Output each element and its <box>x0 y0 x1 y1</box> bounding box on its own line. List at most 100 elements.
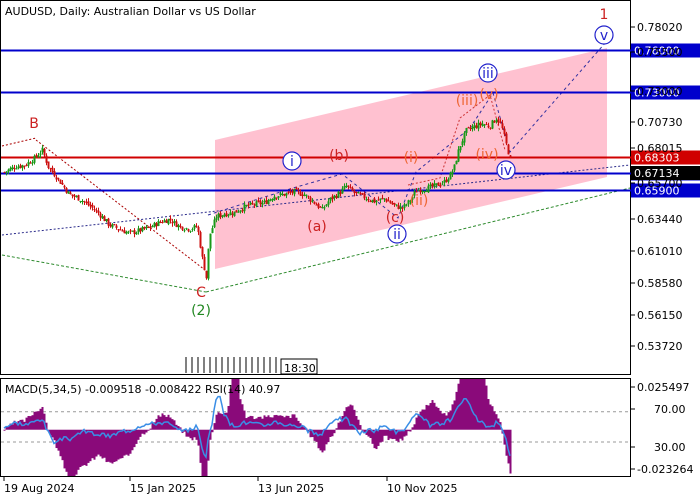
macd-bar <box>161 413 164 430</box>
candle-body <box>333 195 336 198</box>
candle-body <box>317 203 320 208</box>
wave-label-(c): (c) <box>386 210 405 226</box>
macd-bar <box>487 399 490 430</box>
candle-body <box>431 183 434 187</box>
macd-bar <box>221 414 224 430</box>
macd-bar <box>435 406 438 430</box>
candle-body <box>505 133 508 144</box>
wave-label-(b): (b) <box>329 148 349 164</box>
candle-body <box>85 201 88 203</box>
macd-bar <box>413 424 416 430</box>
macd-bar <box>393 429 396 439</box>
candle-body <box>303 194 306 196</box>
candle-body <box>251 203 254 205</box>
candle-body <box>207 248 210 279</box>
macd-bar <box>343 411 346 430</box>
candle-body <box>47 161 50 168</box>
candle-body <box>259 201 262 205</box>
candle-body <box>465 127 468 133</box>
macd-bar <box>477 379 480 430</box>
wave-label-(2): (2) <box>191 303 211 319</box>
candle-body <box>297 190 300 192</box>
candle-body <box>423 191 426 193</box>
candle-body <box>151 226 154 228</box>
macd-bar <box>99 429 102 457</box>
candle-body <box>257 200 260 202</box>
wave-label-B: B <box>29 116 39 132</box>
candle-body <box>71 194 74 196</box>
macd-bar <box>283 417 286 430</box>
macd-bar <box>407 429 410 432</box>
candle-body <box>111 224 114 228</box>
macd-bar <box>471 379 474 430</box>
candle-body <box>323 207 326 209</box>
candle-body <box>115 225 118 228</box>
wave-label-iii: iii <box>482 66 494 82</box>
macd-bar <box>107 429 110 462</box>
resistance-line <box>1 137 37 147</box>
time-tick-label: 15 Jan 2025 <box>130 482 196 495</box>
macd-bar <box>447 412 450 430</box>
candle-body <box>141 227 144 232</box>
macd-bar <box>335 428 338 430</box>
macd-bar <box>77 429 80 470</box>
macd-bar <box>45 422 48 430</box>
macd-bar <box>321 429 324 453</box>
macd-bar <box>193 429 196 438</box>
macd-bar <box>481 379 484 430</box>
macd-bar <box>113 429 116 462</box>
macd-bar <box>31 415 34 430</box>
macd-bar <box>401 429 404 441</box>
candle-body <box>311 200 314 202</box>
candle-body <box>359 193 362 195</box>
candle-body <box>265 200 268 204</box>
macd-bar <box>225 412 228 430</box>
candle-body <box>497 118 500 123</box>
macd-bar <box>421 409 424 430</box>
rsi-line <box>3 395 511 460</box>
wave-circle-iv <box>496 160 516 180</box>
candle-body <box>275 197 278 199</box>
macd-bar <box>461 379 464 430</box>
macd-bar <box>443 413 446 430</box>
macd-bar <box>69 429 72 476</box>
price-tick-label: 0.65700 <box>637 177 683 190</box>
candle-body <box>377 199 380 201</box>
macd-bar <box>137 429 140 440</box>
candle-body <box>179 225 182 227</box>
candle-body <box>237 211 240 213</box>
candle-body <box>353 190 356 194</box>
candle-body <box>135 232 138 235</box>
macd-bar <box>215 414 218 430</box>
candle-body <box>327 201 330 205</box>
candle-body <box>103 216 106 222</box>
candle-body <box>129 230 132 232</box>
candle-body <box>67 191 70 194</box>
macd-bar <box>7 426 10 430</box>
macd-bar <box>139 429 142 437</box>
macd-bar <box>237 379 240 430</box>
candle-body <box>379 198 382 200</box>
candle-body <box>495 119 498 122</box>
candle-body <box>471 126 474 130</box>
wave-circle-iii <box>478 63 498 83</box>
candle-body <box>375 200 378 203</box>
candle-body <box>9 168 12 171</box>
macd-bar <box>241 404 244 430</box>
candle-body <box>419 189 422 193</box>
macd-bar <box>483 379 486 430</box>
macd-bar <box>239 399 242 430</box>
candle-body <box>247 204 250 206</box>
indicator-axis: 0.025497 70.00 30.00 -0.023264 <box>631 381 693 476</box>
indicator-tick-label: -0.023264 <box>637 463 693 476</box>
candle-body <box>193 225 196 229</box>
macd-bar <box>55 429 58 449</box>
candle-body <box>421 190 424 192</box>
macd-bar <box>83 429 86 466</box>
candle-body <box>269 199 272 201</box>
macd-bar <box>117 429 120 460</box>
candle-body <box>131 230 134 232</box>
macd-bar <box>295 417 298 430</box>
candle-body <box>109 224 112 227</box>
